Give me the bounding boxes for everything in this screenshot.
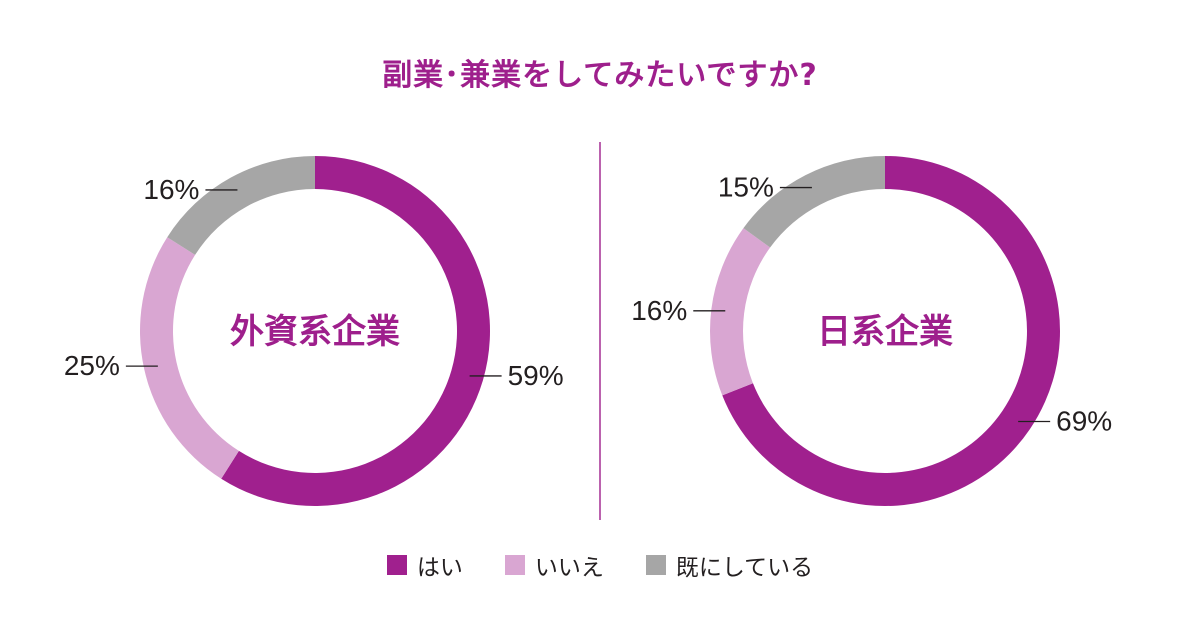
donut-0-center-label: 外資系企業 bbox=[230, 312, 400, 352]
legend-label-already: 既にしている bbox=[675, 555, 814, 581]
donut-0-percent-already: 16% bbox=[143, 174, 199, 205]
donut-1-percent-yes: 69% bbox=[1056, 405, 1112, 436]
legend-label-yes: はい bbox=[416, 555, 463, 581]
donut-1-slice-no bbox=[710, 228, 771, 396]
donut-1-percent-no: 16% bbox=[631, 295, 687, 326]
legend-swatch-no bbox=[504, 555, 525, 575]
donut-0-percent-yes: 59% bbox=[508, 360, 564, 391]
donut-0-percent-no: 25% bbox=[64, 350, 120, 381]
donut-0-slice-yes bbox=[221, 156, 491, 506]
legend-label-no: いいえ bbox=[534, 555, 604, 581]
donut-1-center-label: 日系企業 bbox=[817, 312, 953, 352]
legend-item-yes: はい bbox=[386, 548, 463, 582]
donut-1-percent-already: 15% bbox=[718, 172, 774, 203]
legend-item-no: いいえ bbox=[504, 548, 604, 582]
chart-title: 副業･兼業をしてみたいですか? bbox=[382, 58, 818, 93]
legend: はい いいえ 既にしている bbox=[0, 548, 1200, 582]
donut-0-slice-no bbox=[140, 237, 239, 479]
legend-swatch-yes bbox=[386, 555, 407, 575]
legend-swatch-already bbox=[645, 555, 666, 575]
legend-item-already: 既にしている bbox=[645, 548, 814, 582]
donut-1-slice-already bbox=[743, 156, 885, 248]
donut-0-slice-already bbox=[167, 156, 315, 255]
